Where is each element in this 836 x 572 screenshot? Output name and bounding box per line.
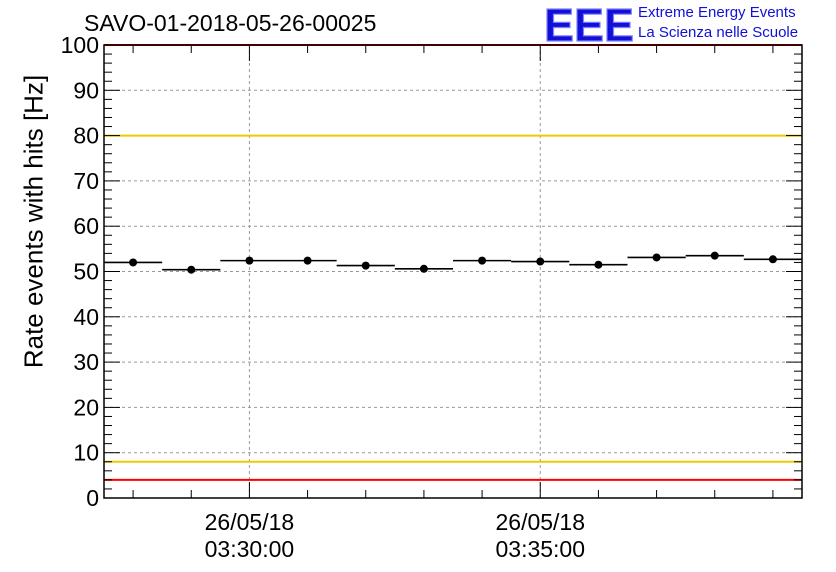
data-point xyxy=(478,256,487,265)
data-point xyxy=(361,261,370,270)
data-points xyxy=(104,251,802,274)
y-tick-label: 60 xyxy=(73,213,99,239)
logo-subtitle-line1: Extreme Energy Events xyxy=(638,4,796,21)
y-tick-label: 90 xyxy=(73,77,99,103)
y-tick-label: 70 xyxy=(73,168,99,194)
data-point xyxy=(129,258,138,267)
data-point xyxy=(245,256,254,265)
eee-logo: EEE xyxy=(543,2,634,46)
reference-lines xyxy=(104,44,802,481)
data-point xyxy=(768,255,777,264)
y-tick-label: 40 xyxy=(73,304,99,330)
x-tick-label-date: 26/05/18 xyxy=(495,509,585,535)
y-tick-label: 30 xyxy=(73,349,99,375)
eee-logo-mark: EEE xyxy=(544,2,634,46)
data-point xyxy=(536,257,545,266)
data-point xyxy=(303,256,312,265)
chart-title: SAVO-01-2018-05-26-00025 xyxy=(84,10,377,36)
y-tick-label: 0 xyxy=(86,485,99,511)
logo-subtitle-line2: La Scienza nelle Scuole xyxy=(638,24,799,41)
x-tick-label-time: 03:35:00 xyxy=(495,536,585,562)
data-point xyxy=(419,264,428,273)
data-point xyxy=(652,253,661,262)
y-axis-ticks: 0 10 20 30 40 50 60 70 80 90 100 xyxy=(61,32,802,511)
x-tick-label-time: 03:30:00 xyxy=(205,536,295,562)
data-point xyxy=(710,251,719,260)
data-point xyxy=(594,260,603,269)
y-tick-label: 10 xyxy=(73,440,99,466)
data-point xyxy=(187,265,196,274)
y-tick-label: 80 xyxy=(73,123,99,149)
y-tick-label: 20 xyxy=(73,394,99,420)
grid-lines xyxy=(104,45,802,498)
y-tick-label: 100 xyxy=(61,32,99,58)
y-tick-label: 50 xyxy=(73,259,99,285)
x-tick-label-date: 26/05/18 xyxy=(205,509,295,535)
